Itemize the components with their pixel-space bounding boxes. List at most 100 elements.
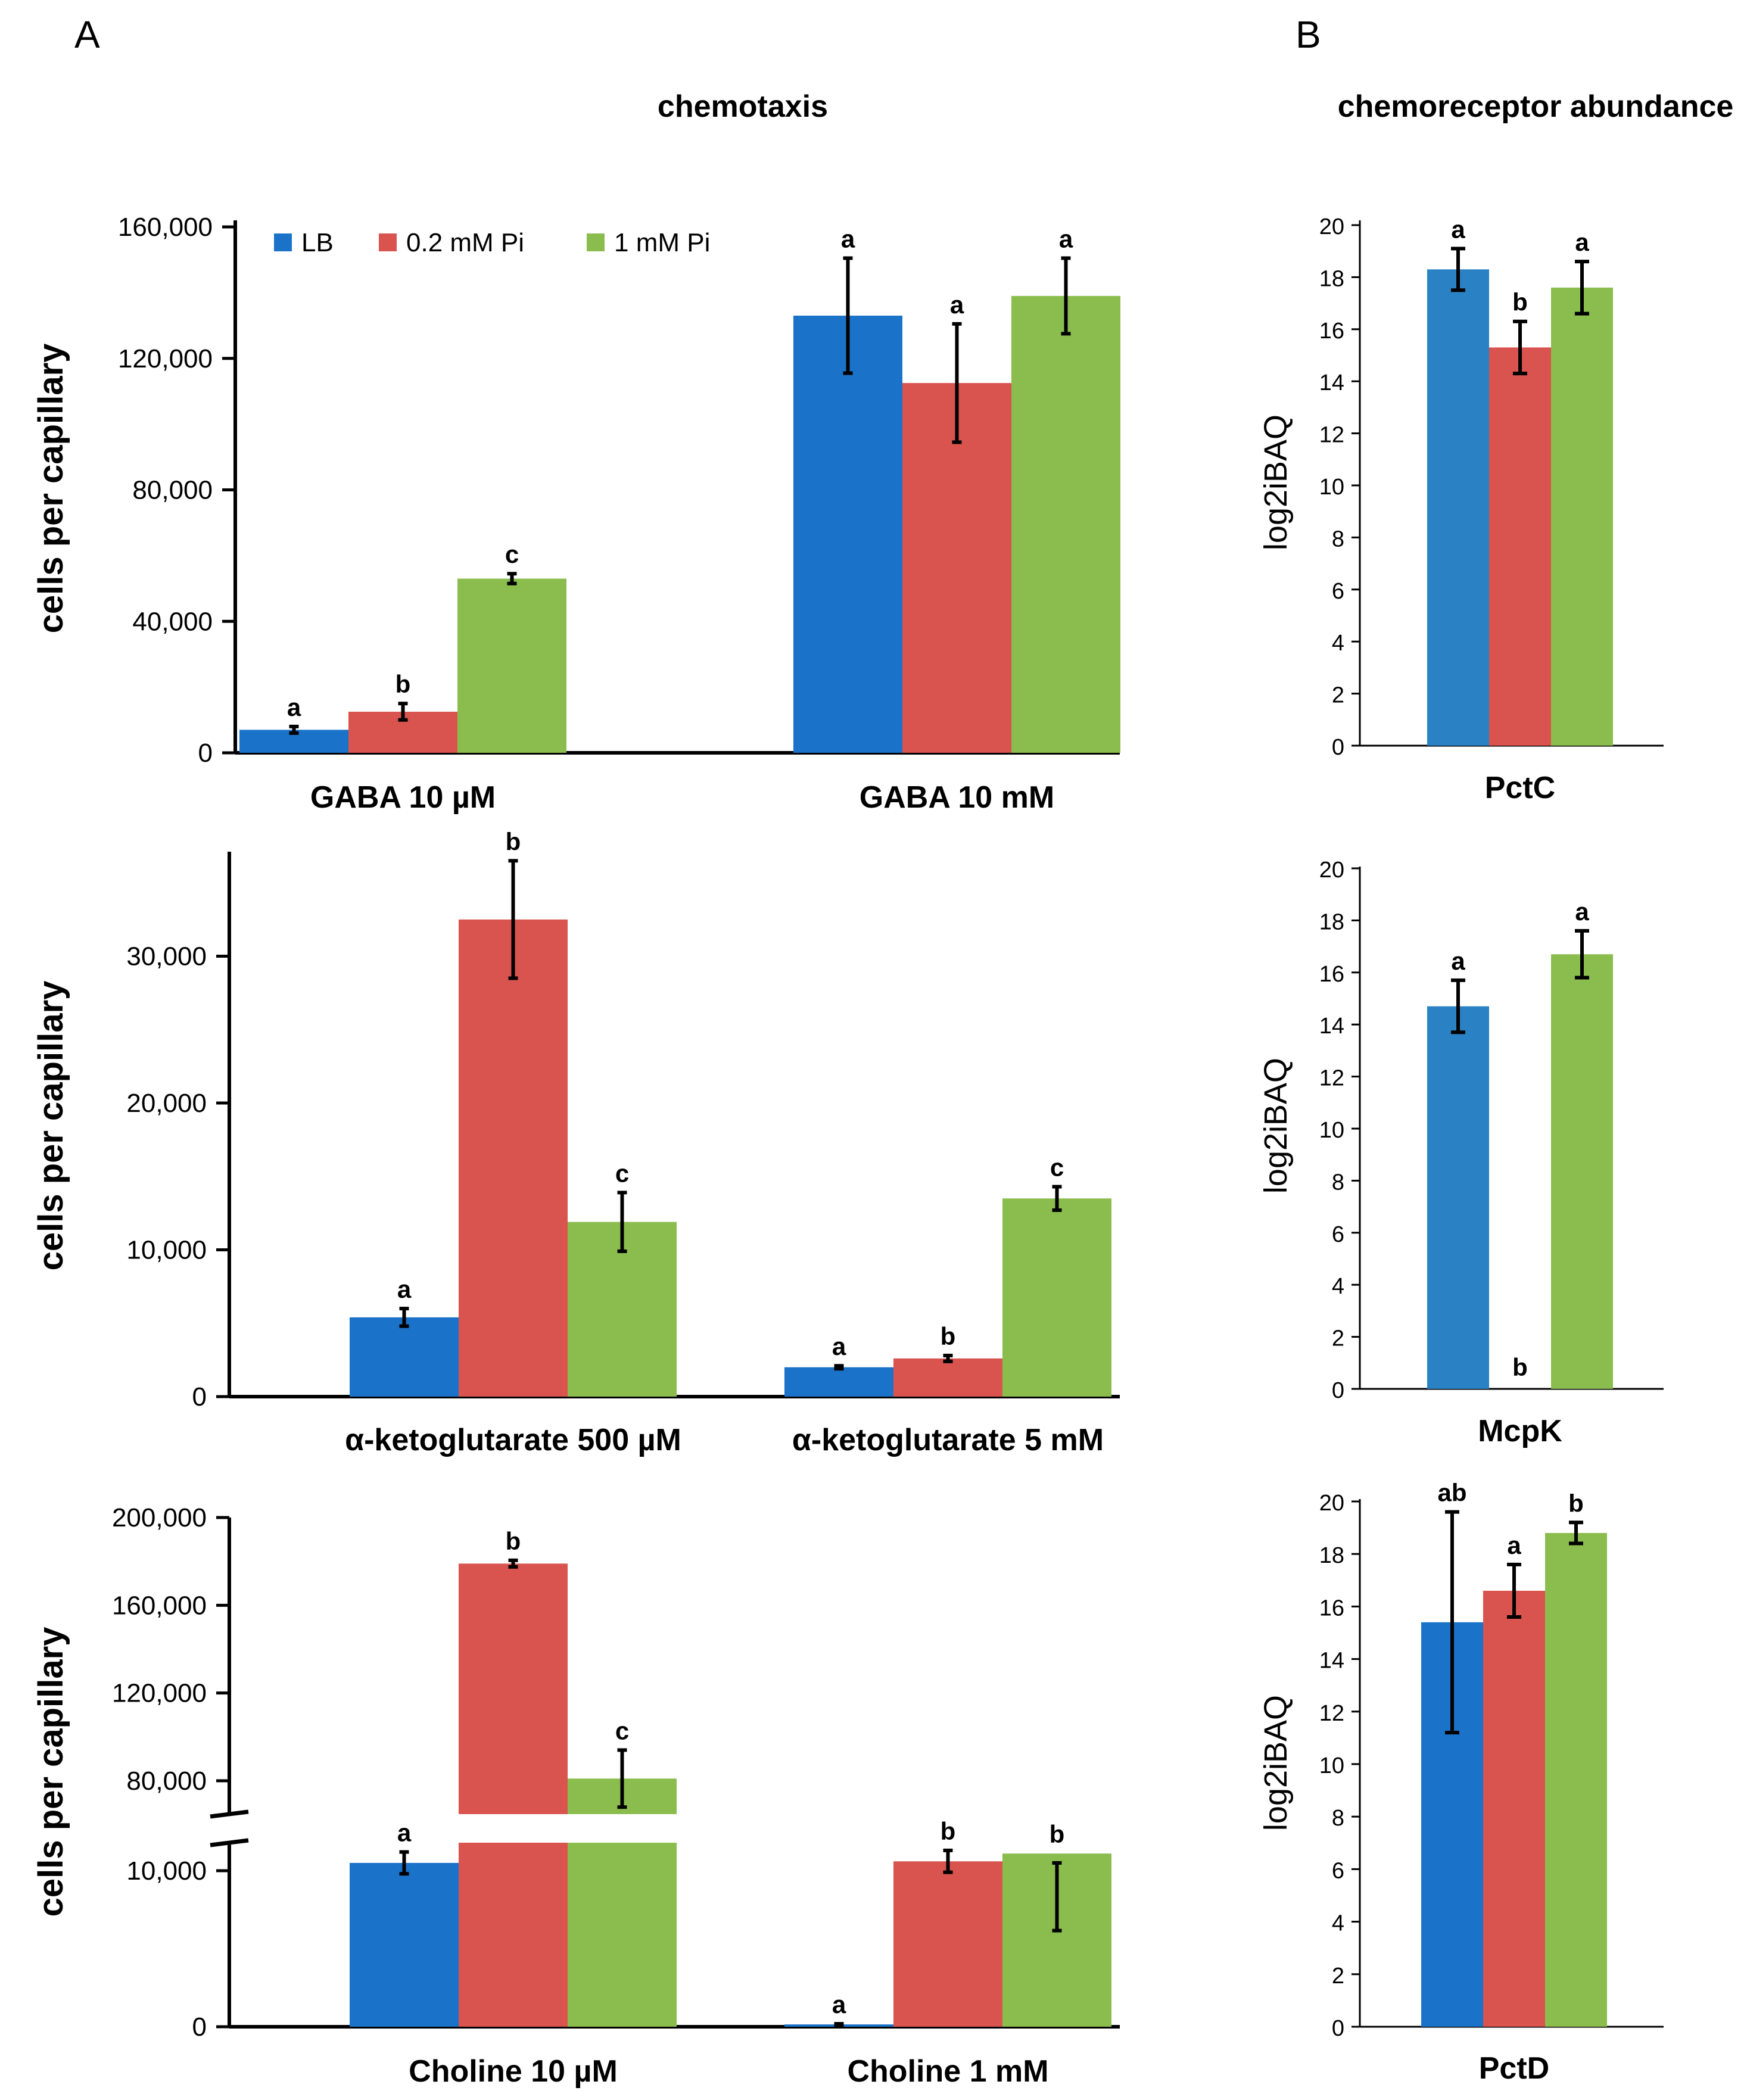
significance-letter: b (1512, 288, 1528, 316)
y-tick-label: 160,000 (118, 213, 213, 242)
category-label: Choline 10 µM (409, 2054, 618, 2089)
bar-1-mm-pi (1011, 295, 1120, 753)
y-tick-label: 20 (1319, 214, 1344, 239)
bar-lb (784, 1367, 893, 1397)
bar-lb (793, 316, 902, 753)
y-tick-label: 8 (1332, 1806, 1344, 1831)
category-label: PctD (1479, 2051, 1549, 2086)
category-label: α-ketoglutarate 500 µM (345, 1423, 681, 1457)
significance-letter: b (941, 1322, 956, 1350)
legend-label-lb: LB (301, 228, 334, 257)
y-tick-label: 4 (1332, 1274, 1344, 1299)
significance-letter: a (1575, 898, 1589, 926)
y-tick-label: 12 (1319, 1701, 1344, 1726)
bar-0-2-mm-pi (893, 1861, 1002, 2027)
significance-letter: a (287, 693, 301, 721)
y-axis-label: cells per capillary (32, 1627, 70, 1917)
bar-0-2-mm-pi (459, 919, 568, 1397)
y-tick-label: 20 (1319, 1491, 1344, 1516)
chart-pctc: log2iBAQ 0 2 4 6 8 10 12 14 16 18 20 a b a PctC (1258, 214, 1664, 805)
category-label: α-ketoglutarate 5 mM (792, 1423, 1104, 1457)
y-tick-label: 16 (1319, 962, 1344, 987)
y-tick-label: 14 (1319, 370, 1344, 395)
y-tick-label: 4 (1332, 1911, 1344, 1936)
axis-break-mark (210, 1809, 249, 1819)
significance-letter: a (397, 1819, 412, 1847)
y-tick-label: 160,000 (112, 1591, 207, 1620)
category-label: Choline 1 mM (847, 2054, 1048, 2089)
significance-letter: b (396, 670, 411, 698)
significance-letter: a (1451, 947, 1465, 975)
y-tick-label: 10 (1319, 1118, 1344, 1143)
bar-0-2-mm-pi (902, 383, 1011, 753)
axis-break-mark (210, 1838, 249, 1847)
y-tick-label: 18 (1319, 1543, 1344, 1568)
significance-letter: a (950, 291, 964, 319)
bar-0-2-mm-pi-lower (459, 1843, 568, 2027)
significance-letter: b (1050, 1820, 1065, 1848)
y-tick-label: 80,000 (126, 1766, 207, 1796)
legend-label-0-2-mm-pi: 0.2 mM Pi (406, 228, 524, 257)
abundance-title: chemoreceptor abundance (1338, 89, 1734, 124)
bar-lb (1427, 1006, 1489, 1389)
y-tick-label: 0 (198, 739, 213, 768)
category-label: GABA 10 mM (860, 780, 1054, 815)
category-label: PctC (1485, 771, 1555, 805)
legend-swatch-lb (274, 233, 292, 251)
significance-letter: c (615, 1716, 629, 1744)
significance-letter: b (941, 1817, 956, 1845)
y-tick-label: 14 (1319, 1649, 1344, 1674)
y-tick-label: 18 (1319, 266, 1344, 291)
y-tick-label: 80,000 (132, 476, 213, 505)
legend: LB 0.2 mM Pi 1 mM Pi (274, 228, 710, 257)
legend-label-1-mm-pi: 1 mM Pi (614, 228, 710, 257)
bar-0-2-mm-pi-upper (459, 1563, 568, 1814)
y-axis-label: log2iBAQ (1258, 1695, 1294, 1831)
y-axis-label: log2iBAQ (1258, 415, 1294, 550)
significance-letter: b (506, 1527, 521, 1555)
bar-1-mm-pi (1545, 1532, 1607, 2027)
y-tick-label: 8 (1332, 526, 1344, 552)
y-tick-label: 120,000 (112, 1679, 207, 1708)
significance-letter: c (615, 1159, 629, 1187)
significance-letter: c (505, 540, 519, 568)
bar-1-mm-pi (1551, 287, 1613, 746)
y-tick-label: 16 (1319, 319, 1344, 344)
y-axis-label: cells per capillary (32, 981, 70, 1271)
y-tick-label: 18 (1319, 909, 1344, 934)
y-tick-label: 120,000 (118, 344, 213, 373)
panel-letter-b: B (1296, 13, 1321, 56)
y-tick-label: 40,000 (132, 607, 213, 636)
y-axis-label: log2iBAQ (1258, 1058, 1294, 1194)
bar-1-mm-pi (1002, 1198, 1111, 1397)
significance-letter: c (1050, 1154, 1064, 1182)
significance-letter: a (1451, 215, 1465, 243)
bar-0-2-mm-pi (1483, 1590, 1545, 2027)
y-tick-label: 8 (1332, 1170, 1344, 1195)
bar-1-mm-pi (1551, 954, 1613, 1389)
chemotaxis-title: chemotaxis (658, 89, 828, 124)
y-tick-label: 16 (1319, 1596, 1344, 1621)
bar-0-2-mm-pi (893, 1358, 1002, 1397)
significance-letter: a (1059, 225, 1073, 253)
significance-letter: a (1507, 1531, 1521, 1559)
y-tick-label: 2 (1332, 1326, 1344, 1351)
y-tick-label: 10 (1319, 475, 1344, 500)
y-tick-label: 2 (1332, 1964, 1344, 1989)
y-tick-label: 6 (1332, 1222, 1344, 1247)
legend-swatch-0-2-mm-pi (379, 233, 397, 251)
y-tick-label: 0 (192, 2012, 207, 2042)
bar-0-2-mm-pi (1489, 347, 1551, 746)
y-tick-label: 12 (1319, 423, 1344, 448)
significance-letter: a (841, 225, 855, 253)
y-tick-label: 0 (1332, 735, 1344, 760)
bar-lb (350, 1317, 459, 1397)
significance-letter: a (1575, 228, 1589, 256)
y-tick-label: 10,000 (126, 1236, 207, 1265)
y-tick-label: 0 (1332, 2016, 1344, 2041)
category-label: McpK (1478, 1414, 1562, 1448)
y-tick-label: 12 (1319, 1066, 1344, 1091)
y-tick-label: 2 (1332, 683, 1344, 708)
significance-letter: b (1568, 1489, 1584, 1517)
significance-letter: b (1512, 1353, 1528, 1381)
